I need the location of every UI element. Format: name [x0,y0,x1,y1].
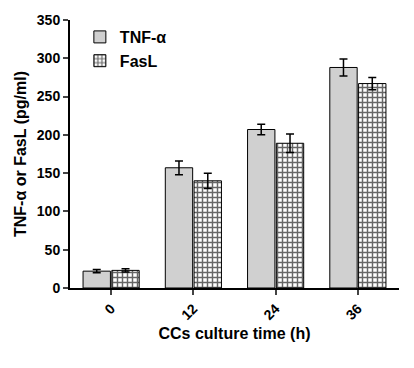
svg-text:TNF-α or FasL (pg/ml): TNF-α or FasL (pg/ml) [12,71,29,237]
svg-text:24: 24 [260,300,282,322]
svg-text:100: 100 [37,203,61,219]
svg-text:0: 0 [101,300,118,317]
svg-text:TNF-α: TNF-α [120,29,166,46]
svg-text:0: 0 [52,280,60,296]
svg-text:350: 350 [37,12,61,28]
svg-text:250: 250 [37,88,61,104]
svg-text:50: 50 [45,242,61,258]
svg-text:12: 12 [178,300,200,322]
svg-text:200: 200 [37,127,61,143]
svg-text:FasL: FasL [120,53,158,70]
svg-text:36: 36 [343,300,365,322]
svg-text:150: 150 [37,165,61,181]
svg-text:CCs culture time (h): CCs culture time (h) [158,325,310,342]
svg-text:300: 300 [37,50,61,66]
